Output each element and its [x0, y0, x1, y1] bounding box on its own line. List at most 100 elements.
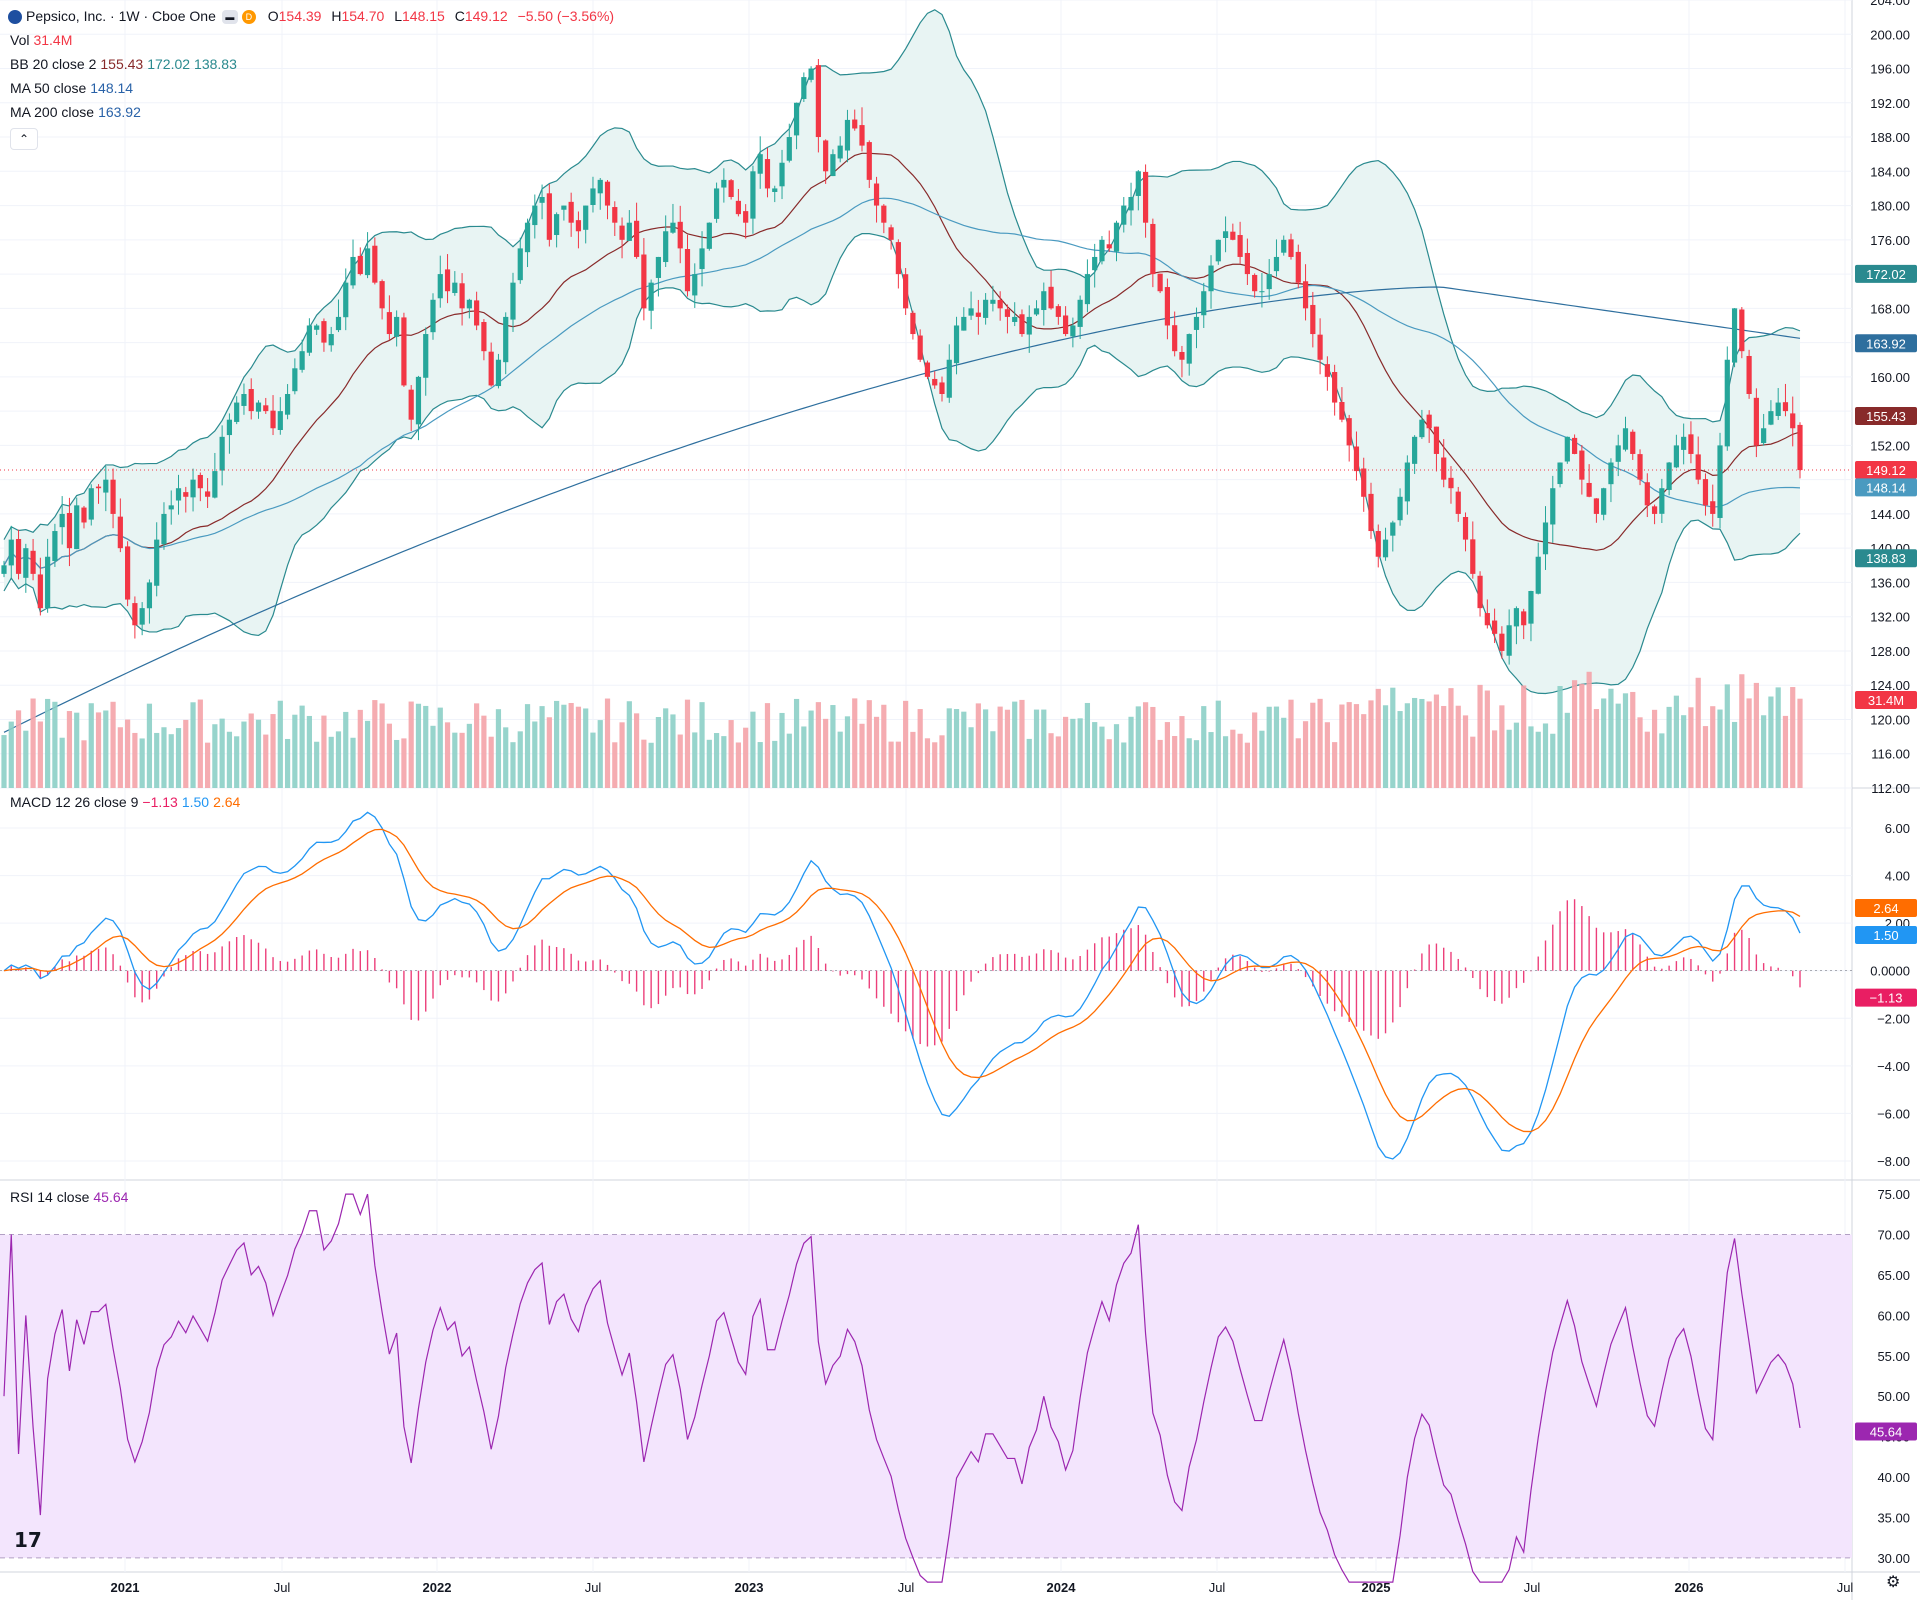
macd-line-tag: 1.50 [1873, 928, 1898, 943]
candle-body [583, 205, 589, 230]
candle-body [379, 281, 385, 309]
legend-macd[interactable]: MACD 12 26 close 9 −1.13 1.50 2.64 [10, 793, 240, 811]
bb-upper-value: 172.02 [147, 56, 191, 72]
candle-body [837, 145, 843, 159]
volume-bar [197, 699, 203, 788]
candle-body [699, 248, 705, 270]
candle-body [1768, 411, 1774, 425]
volume-bar [1179, 716, 1185, 788]
volume-bar [1026, 738, 1032, 788]
volume-bar [706, 739, 712, 788]
ma200-tag-bg [1855, 334, 1917, 353]
visibility-toggle-icon[interactable]: ▬ [221, 10, 238, 25]
candle-body [1790, 413, 1796, 429]
volume-bar [306, 715, 312, 788]
candle-body [95, 486, 102, 489]
candle-body [1557, 462, 1563, 485]
candle-body [219, 436, 225, 471]
candle-body [1339, 402, 1345, 420]
candle-body [619, 225, 625, 240]
candle-body [234, 402, 240, 422]
candle-body [1688, 434, 1694, 454]
candle-body [154, 539, 160, 586]
price-tick-label: 176.00 [1870, 233, 1910, 248]
legend-ma200[interactable]: MA 200 close 163.92 [10, 103, 141, 121]
candle-body [641, 254, 647, 309]
volume-bar [481, 715, 487, 788]
candle-body [321, 321, 327, 343]
candle-body [1077, 299, 1083, 327]
volume-bar [66, 711, 73, 788]
volume-bar [255, 719, 262, 788]
candle-body [357, 255, 363, 275]
volume-bar [1390, 687, 1396, 788]
candle-body [1775, 402, 1781, 416]
bb-lower-value: 138.83 [194, 56, 237, 72]
candle-body [1666, 462, 1672, 490]
candle-body [604, 181, 611, 206]
legend-bb[interactable]: BB 20 close 2 155.43 172.02 138.83 [10, 55, 237, 73]
candle-body [386, 312, 392, 335]
candle-body [1208, 265, 1214, 292]
candle-body [1164, 287, 1171, 326]
candle-body [1346, 418, 1352, 446]
volume-bar [372, 700, 378, 788]
volume-bar [1528, 726, 1534, 788]
volume-bar [1484, 690, 1490, 788]
candle-body [190, 479, 196, 498]
settings-gear-icon[interactable]: ⚙ [1886, 1574, 1901, 1591]
candle-body [946, 359, 952, 398]
volume-bar [284, 738, 291, 788]
volume-bar [1063, 716, 1069, 788]
volume-bar [103, 710, 109, 788]
legend-ma50[interactable]: MA 50 close 148.14 [10, 79, 133, 97]
volume-bar [1128, 716, 1134, 788]
volume-bar [524, 704, 531, 788]
tradingview-logo-icon[interactable]: 17 [14, 1528, 42, 1552]
volume-bar [932, 742, 938, 788]
volume-bar [1295, 738, 1301, 788]
volume-bar [1644, 731, 1650, 788]
volume-bar [1004, 709, 1011, 788]
dividend-badge[interactable]: D [241, 10, 256, 25]
volume-bar [495, 709, 502, 788]
macd-line-value: 1.50 [181, 794, 210, 810]
volume-bar [1324, 722, 1330, 788]
volume-bar [452, 732, 458, 788]
candle-body [801, 77, 807, 99]
candle-body [1622, 428, 1629, 450]
legend-rsi[interactable]: RSI 14 close 45.64 [10, 1188, 128, 1206]
volume-label: Vol [10, 32, 30, 48]
candle-body [110, 479, 116, 514]
volume-bar [852, 698, 858, 788]
time-tick-label: Jul [898, 1580, 915, 1595]
candle-body [1550, 488, 1556, 525]
volume-bar [1710, 706, 1716, 788]
volume-bar [1201, 706, 1207, 788]
legend-volume[interactable]: Vol 31.4M [10, 31, 72, 49]
volume-bar [219, 718, 225, 788]
volume-bar [292, 714, 298, 788]
rsi-line [3, 1193, 1801, 1583]
volume-bar [1550, 733, 1556, 788]
candle-body [132, 603, 138, 626]
volume-bar [735, 742, 741, 788]
candle-body [626, 222, 632, 241]
volume-bar [1761, 715, 1767, 788]
volume-bar [793, 698, 800, 788]
volume-bar [1790, 687, 1796, 788]
volume-bar [1382, 705, 1389, 788]
candle-body [1753, 397, 1759, 446]
candle-body [1142, 171, 1149, 223]
volume-bar [1353, 704, 1360, 788]
volume-bar [757, 742, 763, 788]
volume-bar [997, 706, 1003, 788]
candle-body [444, 269, 451, 292]
volume-bar [888, 741, 894, 788]
collapse-legend-button[interactable]: ⌃ [10, 128, 38, 150]
price-tick-label: 124.00 [1870, 678, 1910, 693]
volume-bar [1361, 714, 1367, 788]
volume-bar [1746, 698, 1752, 788]
candle-body [292, 368, 298, 392]
